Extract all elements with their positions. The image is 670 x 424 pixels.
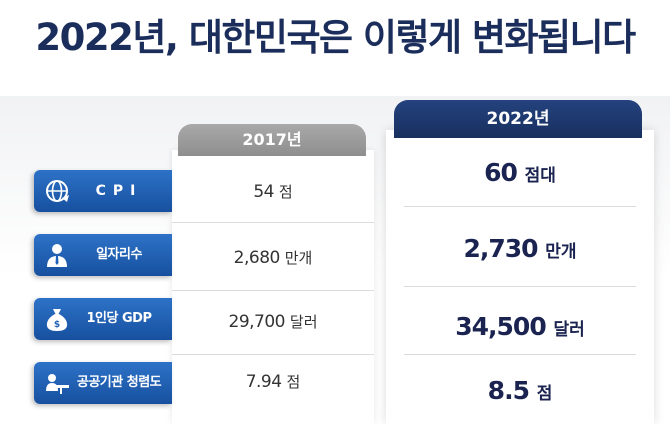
value-2017-cpi: 54 점	[253, 182, 293, 202]
divider-2022-1	[404, 206, 636, 207]
value-2017-integrity: 7.94 점	[245, 372, 301, 392]
value-2017-gdp: 29,700 달러	[228, 312, 318, 332]
svg-text:$: $	[54, 320, 60, 330]
row-label-text: 1인당 GDP	[86, 311, 152, 326]
row-label-cpi: CPI	[34, 170, 172, 212]
divider-2022-3	[404, 354, 636, 355]
globe-icon	[42, 176, 72, 206]
divider-2017-3	[172, 354, 374, 355]
row-label-text: CPI	[95, 183, 143, 199]
column-2017	[172, 150, 374, 424]
column-header-2017: 2017년	[178, 124, 366, 156]
row-label-text: 공공기관 청렴도	[76, 375, 162, 390]
value-2022-gdp: 34,500 달러	[455, 312, 585, 341]
page-title: 2022년, 대한민국은 이렇게 변화됩니다	[35, 16, 636, 59]
value-2022-cpi: 60 점대	[484, 158, 556, 187]
value-2017-jobs: 2,680 만개	[233, 248, 313, 268]
column-header-2022: 2022년	[394, 100, 642, 138]
column-2022	[386, 130, 654, 424]
desk-person-icon	[42, 368, 72, 398]
value-2022-jobs: 2,730 만개	[463, 234, 577, 263]
row-label-text: 일자리수	[96, 247, 142, 262]
divider-2017-1	[172, 222, 374, 223]
worker-icon	[42, 240, 72, 270]
divider-2022-2	[404, 286, 636, 287]
row-label-jobs: 일자리수	[34, 234, 172, 276]
value-2022-integrity: 8.5 점	[487, 376, 553, 405]
divider-2017-2	[172, 290, 374, 291]
money-bag-icon: $	[42, 304, 72, 334]
row-label-gdp: $ 1인당 GDP	[34, 298, 172, 340]
row-label-integrity: 공공기관 청렴도	[34, 362, 172, 404]
